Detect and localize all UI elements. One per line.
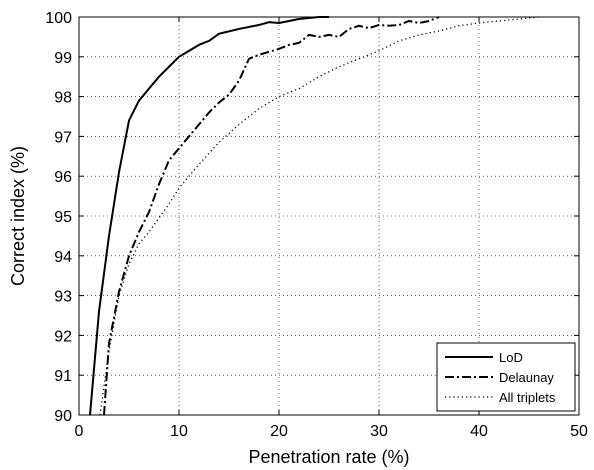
y-tick-label: 100 — [45, 10, 72, 27]
legend-box — [436, 342, 576, 412]
legend-label: Delaunay — [499, 370, 554, 385]
legend-label: All triplets — [499, 390, 556, 405]
legend-label: LoD — [499, 350, 523, 365]
axis-tick-labels: 0 10 20 30 40 50 90 91 92 93 94 95 96 97 98 99 100 — [45, 10, 588, 440]
x-tick-label: 20 — [270, 423, 288, 440]
x-tick-label: 10 — [170, 423, 188, 440]
y-axis-label: Correct index (%) — [8, 146, 28, 286]
y-tick-label: 93 — [54, 289, 72, 306]
x-axis-label: Penetration rate (%) — [248, 447, 409, 467]
y-tick-label: 97 — [54, 129, 72, 146]
x-tick-label: 50 — [570, 423, 588, 440]
y-tick-label: 90 — [54, 408, 72, 425]
series-line-all-triplets — [99, 16, 540, 416]
y-tick-label: 99 — [54, 50, 72, 67]
y-tick-label: 96 — [54, 169, 72, 186]
series-line-lod — [89, 16, 329, 416]
series-layer — [89, 16, 540, 416]
y-tick-label: 98 — [54, 90, 72, 107]
x-tick-label: 0 — [75, 423, 84, 440]
axis-ticks — [78, 16, 580, 416]
y-tick-label: 92 — [54, 328, 72, 345]
y-tick-label: 91 — [54, 368, 72, 385]
series-line-delaunay — [103, 16, 440, 416]
y-tick-label: 95 — [54, 209, 72, 226]
x-tick-label: 30 — [370, 423, 388, 440]
x-tick-label: 40 — [470, 423, 488, 440]
y-tick-label: 94 — [54, 249, 72, 266]
legend: LoD Delaunay All triplets — [436, 342, 576, 412]
